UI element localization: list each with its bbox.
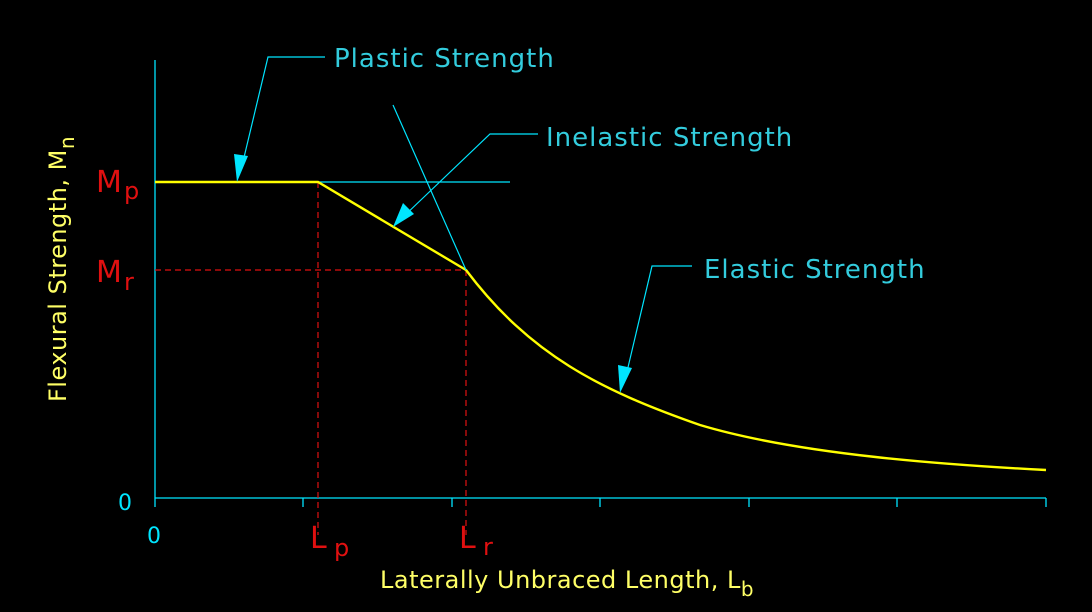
inelastic-arrowhead (393, 203, 414, 227)
elastic-leader-line (624, 265, 692, 381)
inelastic-leader-line (401, 133, 538, 219)
plastic-arrowhead (234, 154, 248, 182)
x-axis-ticks (154, 498, 1047, 507)
mp-label: M p (96, 165, 139, 205)
y-axis-title: Flexural Strength, Mn (44, 136, 79, 402)
lr-label-sub: r (483, 533, 493, 561)
x-axis-title-main: Laterally Unbraced Length, L (380, 566, 741, 594)
strength-curve (155, 180, 1047, 472)
mp-label-main: M (96, 165, 122, 200)
elastic-strength-label: Elastic Strength (704, 255, 926, 285)
y-zero-label: 0 (118, 491, 132, 516)
plastic-strength-label: Plastic Strength (334, 44, 555, 74)
mr-label-sub: r (124, 268, 134, 296)
y-axis-label: Flexural Strength, Mn (44, 136, 79, 402)
plastic-leader-line (240, 56, 325, 171)
mr-label: M r (96, 255, 134, 296)
inelastic-strength-label: Inelastic Strength (546, 123, 793, 153)
lr-label-main: L (459, 521, 476, 556)
x-zero-label: 0 (147, 524, 161, 549)
elastic-arrowhead (618, 365, 632, 393)
x-axis-title: Laterally Unbraced Length, Lb (380, 566, 754, 601)
mp-label-sub: p (124, 177, 139, 205)
x-axis-title-sub: b (741, 577, 754, 601)
arrowheads (234, 154, 632, 393)
lr-label: L r (459, 521, 493, 561)
lp-label: L p (310, 521, 349, 562)
y-axis-title-sub: n (55, 136, 79, 149)
y-axis-title-main: Flexural Strength, M (44, 149, 72, 402)
lp-label-sub: p (334, 534, 349, 562)
lp-label-main: L (310, 521, 327, 556)
elastic-slope-line (392, 104, 467, 271)
mr-label-main: M (96, 255, 122, 290)
leaders (240, 56, 692, 381)
dashed-guides (155, 182, 467, 535)
